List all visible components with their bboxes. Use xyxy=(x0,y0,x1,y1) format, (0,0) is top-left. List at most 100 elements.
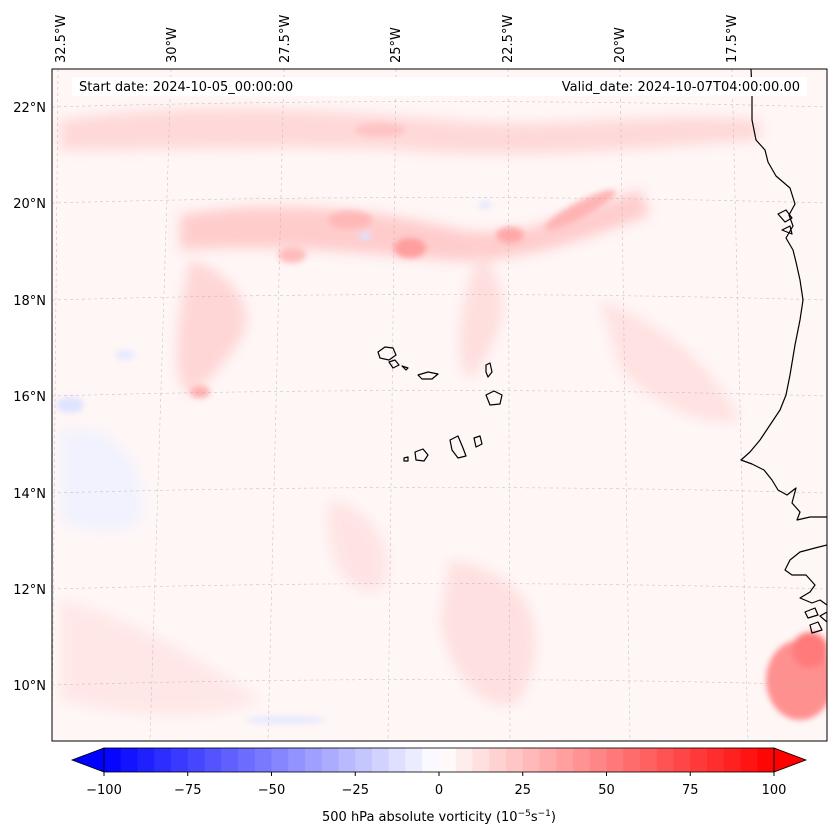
lat-label-14n: 14°N xyxy=(13,487,46,502)
canary-fragment xyxy=(777,209,793,235)
annotation-box xyxy=(72,77,807,96)
lon-label-27-5w: 27.5°W xyxy=(278,15,293,63)
colorbar-segment xyxy=(422,748,440,772)
africa-coastline xyxy=(740,69,827,521)
lon-label-25w: 25°W xyxy=(389,27,404,63)
parallel-10n xyxy=(52,679,827,686)
colorbar-tick-label: −50 xyxy=(258,783,285,798)
colorbar-ticks: −100 −75 −50 −25 0 25 50 75 100 xyxy=(86,772,786,798)
lat-label-16n: 16°N xyxy=(13,390,46,405)
colorbar-segment xyxy=(338,748,356,772)
island-boa-vista xyxy=(485,390,503,406)
colorbar-segment xyxy=(171,748,189,772)
colorbar-segment xyxy=(305,748,323,772)
colorbar-segment xyxy=(623,748,641,772)
island-brava xyxy=(403,456,409,462)
colorbar-segment xyxy=(589,748,607,772)
lat-label-18n: 18°N xyxy=(13,294,46,309)
meridian-27-5w xyxy=(267,69,285,741)
lat-label-12n: 12°N xyxy=(13,583,46,598)
colorbar-segment xyxy=(221,748,239,772)
meridian-25w xyxy=(387,69,397,741)
lat-label-10n: 10°N xyxy=(13,679,46,694)
colorbar-segment xyxy=(254,748,272,772)
vorticity-field xyxy=(56,108,827,724)
meridian-32-5w xyxy=(52,69,59,741)
colorbar-segment xyxy=(187,748,205,772)
colorbar-segment xyxy=(288,748,306,772)
island-santiago xyxy=(449,435,467,459)
colorbar-label: 500 hPa absolute vorticity (10−5s−1) xyxy=(322,809,556,825)
colorbar-segment xyxy=(104,748,122,772)
colorbar-segment xyxy=(740,748,758,772)
latitude-labels: 22°N 20°N 18°N 16°N 14°N 12°N 10°N xyxy=(13,101,46,694)
meridian-22-5w xyxy=(507,69,511,741)
island-santa-luzia xyxy=(401,365,409,371)
parallel-20n xyxy=(52,197,827,204)
colorbar-segment xyxy=(656,748,674,772)
colorbar-segment xyxy=(640,748,658,772)
start-date-label: Start date: 2024-10-05_00:00:00 xyxy=(79,80,293,95)
colorbar-segment xyxy=(723,748,741,772)
valid-date-label: Valid_date: 2024-10-07T04:00:00.00 xyxy=(562,80,800,95)
island-maio xyxy=(473,435,483,448)
colorbar-segment xyxy=(154,748,172,772)
colorbar-segment xyxy=(556,748,574,772)
parallel-14n xyxy=(52,487,827,494)
colorbar-segment xyxy=(673,748,691,772)
colorbar-segment xyxy=(238,748,256,772)
colorbar-extend-max xyxy=(773,747,808,773)
lat-label-22n: 22°N xyxy=(13,101,46,116)
lon-label-17-5w: 17.5°W xyxy=(725,15,740,63)
colorbar-segment xyxy=(355,748,373,772)
lon-label-32-5w: 32.5°W xyxy=(54,15,69,63)
colorbar-segment xyxy=(707,748,725,772)
coastlines xyxy=(740,69,827,634)
colorbar: −100 −75 −50 −25 0 25 50 75 100 500 hPa … xyxy=(70,747,808,825)
colorbar-segment xyxy=(388,748,406,772)
colorbar-segment xyxy=(606,748,624,772)
graticule xyxy=(52,69,827,741)
lon-label-30w: 30°W xyxy=(165,27,180,63)
bijagos-islands xyxy=(804,607,827,634)
colorbar-extend-min xyxy=(70,747,105,773)
colorbar-tick-label: 75 xyxy=(682,783,699,798)
colorbar-tick-label: 100 xyxy=(762,783,787,798)
colorbar-segments xyxy=(104,748,775,772)
island-sal xyxy=(485,362,493,378)
colorbar-segment xyxy=(472,748,490,772)
parallel-22n xyxy=(52,101,827,108)
parallel-16n xyxy=(52,390,827,397)
meridian-20w xyxy=(619,69,631,741)
colorbar-tick-label: 0 xyxy=(435,783,443,798)
colorbar-segment xyxy=(573,748,591,772)
colorbar-tick-label: 50 xyxy=(598,783,615,798)
colorbar-tick-label: −25 xyxy=(342,783,369,798)
colorbar-tick-label: 25 xyxy=(514,783,531,798)
colorbar-tick-label: −100 xyxy=(86,783,122,798)
colorbar-segment xyxy=(321,748,339,772)
meridian-30w xyxy=(149,69,172,741)
colorbar-segment xyxy=(506,748,524,772)
colorbar-segment xyxy=(455,748,473,772)
colorbar-segment xyxy=(271,748,289,772)
colorbar-segment xyxy=(489,748,507,772)
island-fogo xyxy=(414,448,429,462)
lat-label-20n: 20°N xyxy=(13,197,46,212)
lon-label-22-5w: 22.5°W xyxy=(501,15,516,63)
colorbar-segment xyxy=(690,748,708,772)
lon-label-20w: 20°W xyxy=(613,27,628,63)
colorbar-segment xyxy=(439,748,457,772)
colorbar-segment xyxy=(522,748,540,772)
colorbar-segment xyxy=(137,748,155,772)
island-sao-vicente xyxy=(388,359,400,369)
map-panel: Start date: 2024-10-05_00:00:00 Valid_da… xyxy=(52,69,827,741)
longitude-labels: 32.5°W 30°W 27.5°W 25°W 22.5°W 20°W 17.5… xyxy=(54,15,740,63)
cape-verde-islands xyxy=(377,346,503,462)
meridian-17-5w xyxy=(731,69,749,741)
colorbar-segment xyxy=(120,748,138,772)
colorbar-segment xyxy=(757,748,775,772)
colorbar-segment xyxy=(372,748,390,772)
colorbar-segment xyxy=(204,748,222,772)
